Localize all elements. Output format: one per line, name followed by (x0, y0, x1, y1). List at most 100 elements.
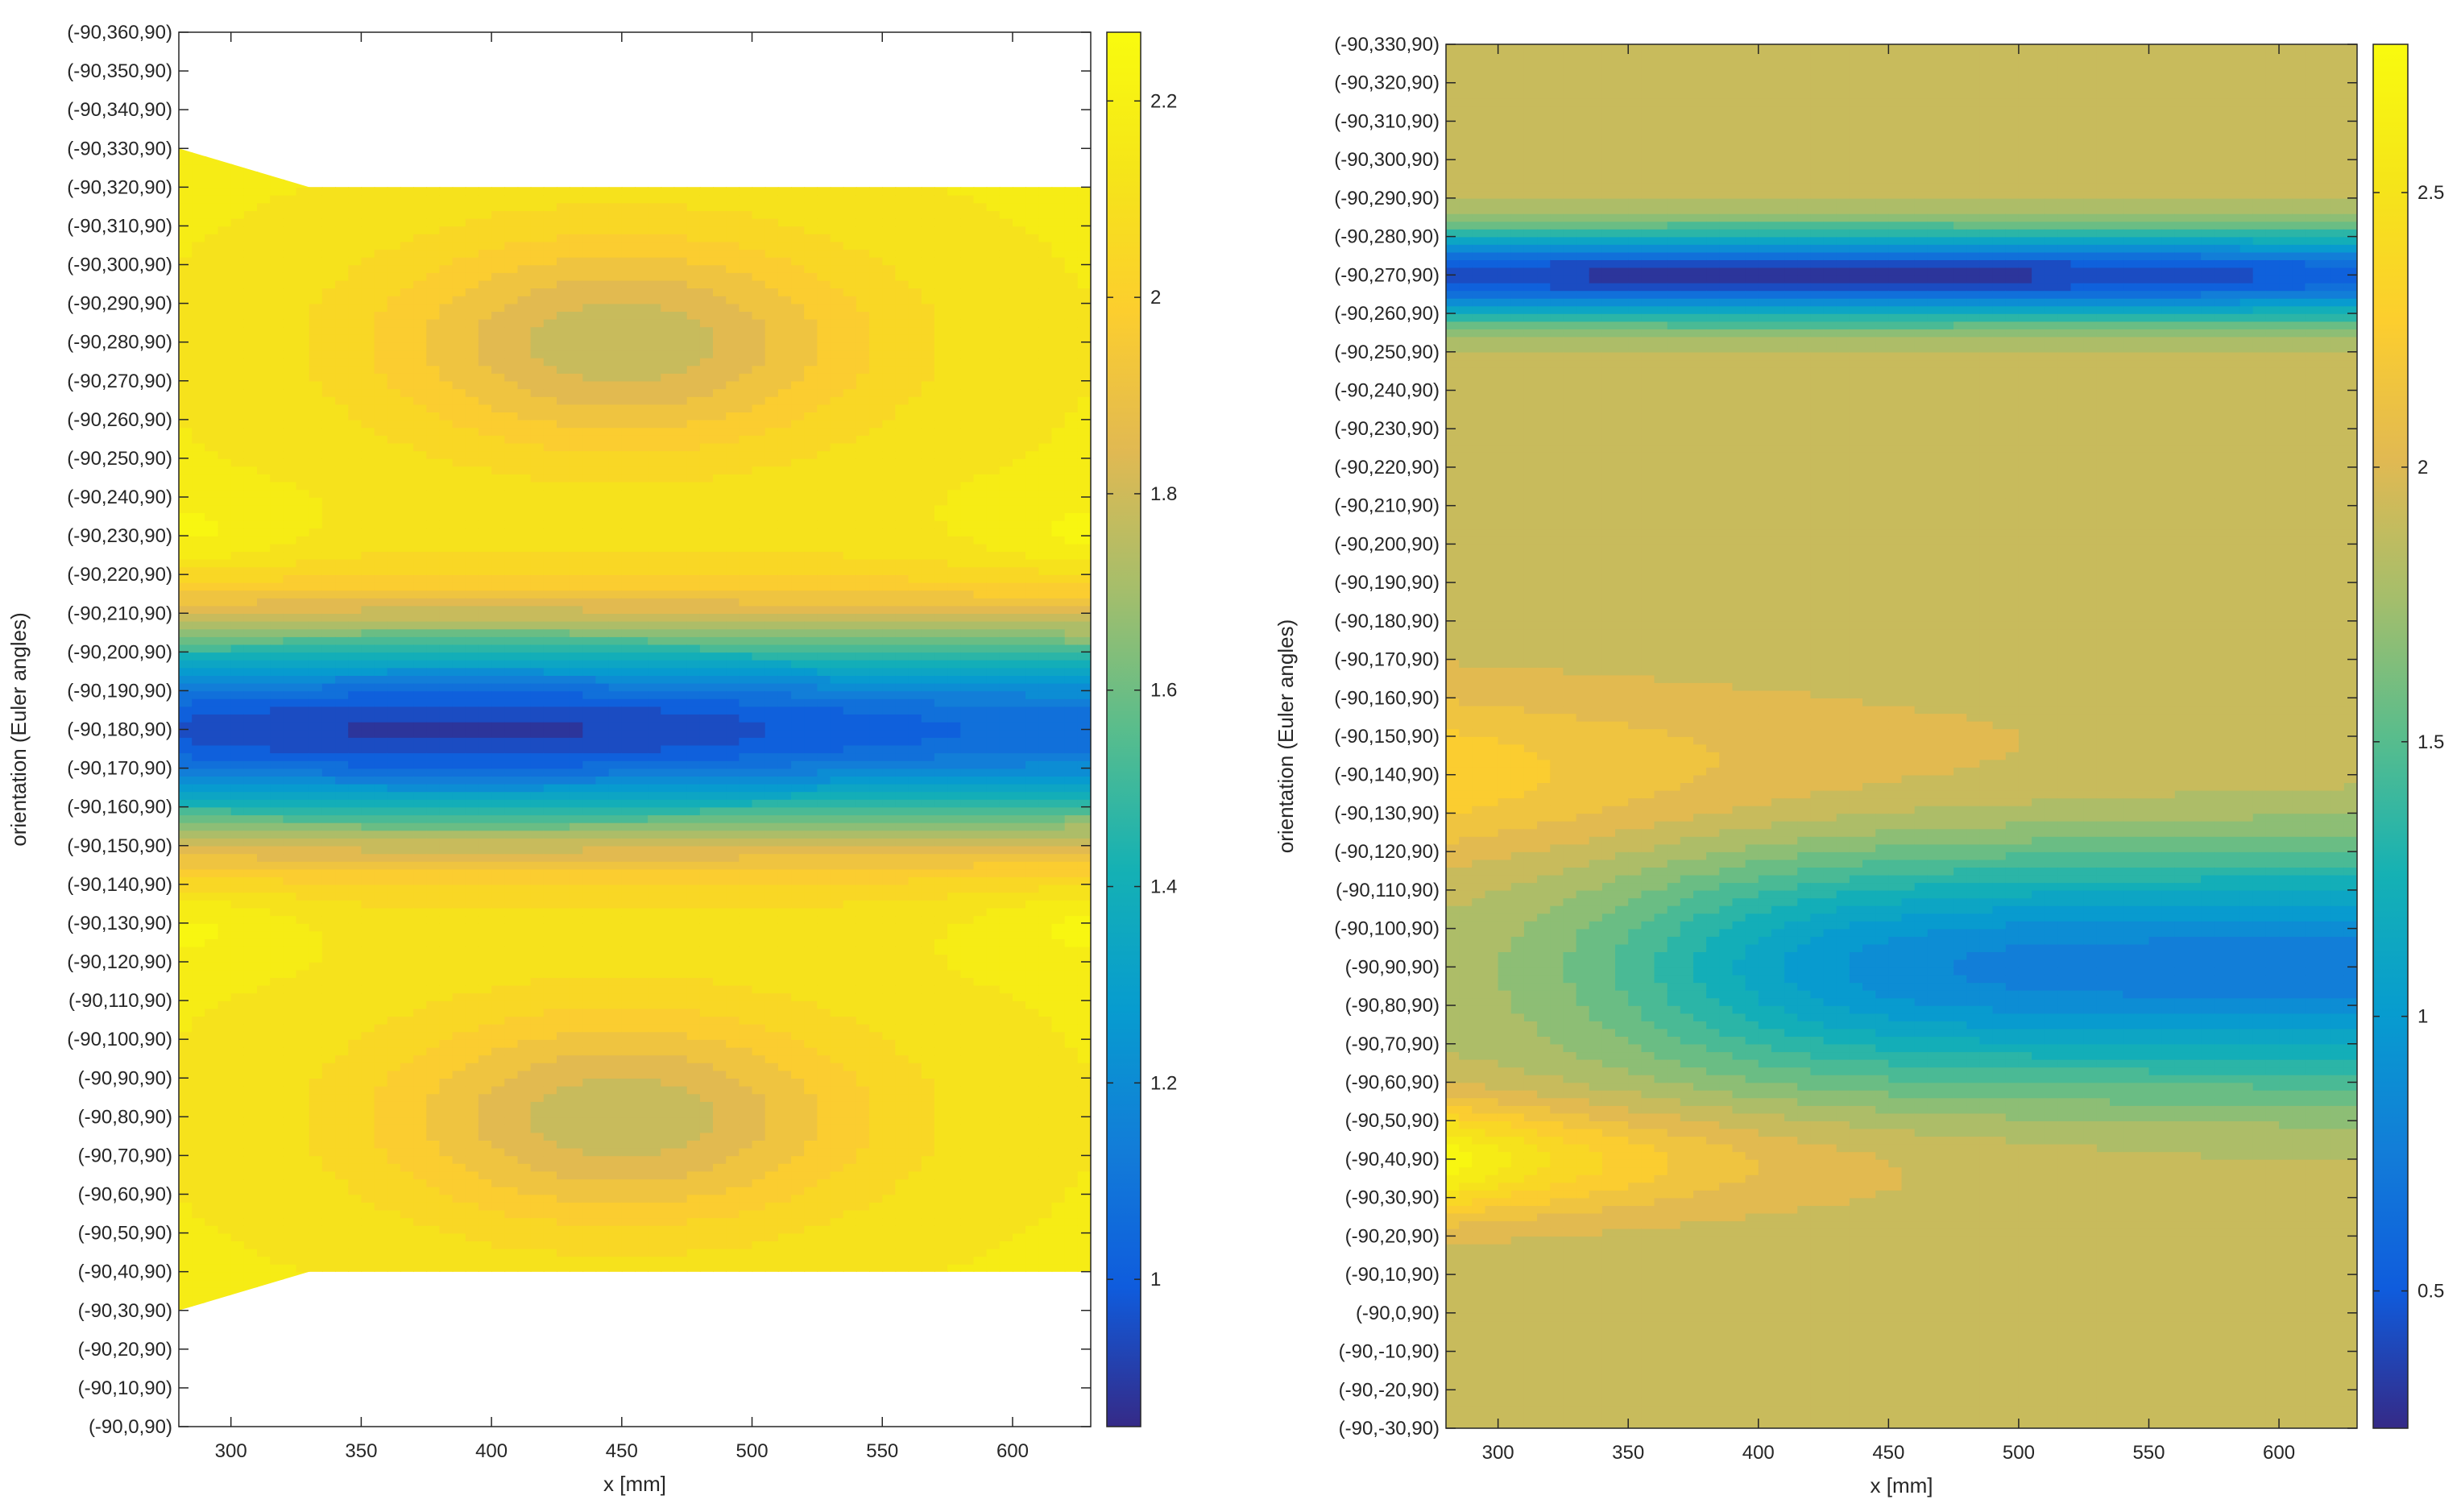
left-contour-chart: 300 350 400 450 500 550 600 (-90,0,90) (-90,10,9… (6, 22, 1177, 1496)
y-tick-label: (-90,190,90) (67, 680, 172, 702)
y-tick-label: (-90,150,90) (1334, 726, 1440, 748)
y-tick-label: (-90,110,90) (68, 990, 172, 1012)
y-tick-label: (-90,170,90) (67, 758, 172, 780)
y-tick-label: (-90,120,90) (1334, 841, 1440, 863)
colorbar-tick-label: 1.6 (1150, 680, 1177, 702)
x-tick-label: 550 (2132, 1442, 2165, 1464)
y-tick-label: (-90,310,90) (1334, 110, 1440, 132)
right-contour-chart: 300 350 400 450 500 550 600 (-90,-30,90) (-90,-2… (1274, 34, 2444, 1498)
y-tick-label: (-90,260,90) (67, 409, 172, 431)
y-tick-label: (-90,140,90) (1334, 764, 1440, 786)
colorbar-tick-label: 0.5 (2417, 1281, 2444, 1303)
x-tick-label: 500 (736, 1440, 769, 1462)
colorbar-tick-label: 1.8 (1150, 483, 1177, 505)
y-tick-label: (-90,0,90) (1356, 1303, 1440, 1324)
y-tick-label: (-90,160,90) (67, 797, 172, 818)
contour-fill (179, 148, 1091, 1311)
y-tick-label: (-90,60,90) (78, 1184, 172, 1206)
y-tick-label: (-90,40,90) (78, 1261, 172, 1283)
y-tick-label: (-90,10,90) (1345, 1264, 1440, 1286)
y-tick-label: (-90,250,90) (1334, 342, 1440, 363)
y-axis-label: orientation (Euler angles) (6, 612, 31, 847)
y-axis-label: orientation (Euler angles) (1274, 619, 1298, 854)
colorbar-tick-label: 1 (1150, 1269, 1161, 1290)
y-tick-label: (-90,120,90) (67, 951, 172, 973)
y-tick-label: (-90,40,90) (1345, 1149, 1440, 1170)
x-tick-label: 450 (606, 1440, 638, 1462)
y-tick-label: (-90,-20,90) (1339, 1379, 1440, 1401)
y-tick-label: (-90,240,90) (67, 487, 172, 508)
y-tick-label: (-90,-30,90) (1339, 1418, 1440, 1440)
colorbar-tick-label: 2.5 (2417, 182, 2444, 204)
y-tick-label: (-90,160,90) (1334, 687, 1440, 709)
y-tick-label: (-90,320,90) (67, 176, 172, 198)
x-tick-label: 300 (1482, 1442, 1514, 1464)
y-tick-label: (-90,50,90) (1345, 1110, 1440, 1132)
y-tick-label: (-90,210,90) (1334, 495, 1440, 517)
y-tick-label: (-90,360,90) (67, 22, 172, 43)
y-tick-label: (-90,70,90) (78, 1145, 172, 1166)
colorbar-tick-label: 1 (2417, 1006, 2428, 1028)
x-axis-label: x [mm] (1871, 1473, 1933, 1498)
y-tick-label: (-90,20,90) (1345, 1225, 1440, 1247)
colorbar-tick-label: 2 (1150, 287, 1161, 309)
y-tick-label: (-90,270,90) (1334, 264, 1440, 286)
y-tick-label: (-90,320,90) (1334, 72, 1440, 94)
x-tick-label: 600 (996, 1440, 1029, 1462)
x-tick-label: 400 (1742, 1442, 1775, 1464)
x-tick-label: 500 (2003, 1442, 2035, 1464)
colorbar (1106, 31, 1141, 1427)
y-tick-label: (-90,200,90) (67, 641, 172, 663)
colorbar-tick-label: 1.4 (1150, 876, 1177, 898)
y-tick-label: (-90,70,90) (1345, 1034, 1440, 1055)
y-tick-label: (-90,280,90) (67, 332, 172, 354)
y-tick-label: (-90,60,90) (1345, 1072, 1440, 1094)
y-tick-label: (-90,230,90) (67, 525, 172, 547)
colorbar-tick-label: 2 (2417, 457, 2428, 478)
colorbar (2372, 43, 2409, 1429)
y-tick-label: (-90,300,90) (1334, 149, 1440, 171)
x-tick-label: 550 (866, 1440, 898, 1462)
y-tick-label: (-90,290,90) (67, 293, 172, 315)
y-tick-label: (-90,150,90) (67, 835, 172, 857)
y-tick-label: (-90,220,90) (1334, 457, 1440, 478)
y-tick-label: (-90,300,90) (67, 255, 172, 276)
x-tick-label: 300 (215, 1440, 247, 1462)
y-tick-label: (-90,190,90) (1334, 572, 1440, 594)
y-tick-label: (-90,350,90) (67, 60, 172, 82)
y-tick-label: (-90,80,90) (1345, 995, 1440, 1017)
y-tick-label: (-90,50,90) (78, 1223, 172, 1245)
y-tick-label: (-90,90,90) (1345, 956, 1440, 978)
y-tick-label: (-90,100,90) (67, 1029, 172, 1050)
colorbar-tick-label: 1.5 (2417, 731, 2444, 753)
y-tick-label: (-90,90,90) (78, 1067, 172, 1089)
y-tick-label: (-90,110,90) (1336, 880, 1440, 901)
x-tick-label: 450 (1872, 1442, 1904, 1464)
y-tick-label: (-90,30,90) (78, 1300, 172, 1322)
contour-fill (1446, 44, 2357, 1428)
x-tick-label: 400 (475, 1440, 508, 1462)
y-tick-label: (-90,80,90) (78, 1106, 172, 1128)
y-tick-label: (-90,130,90) (1334, 802, 1440, 824)
x-tick-label: 600 (2263, 1442, 2295, 1464)
y-tick-label: (-90,0,90) (89, 1416, 172, 1438)
y-tick-label: (-90,250,90) (67, 448, 172, 470)
y-tick-label: (-90,280,90) (1334, 226, 1440, 248)
y-tick-label: (-90,220,90) (67, 564, 172, 586)
y-tick-label: (-90,260,90) (1334, 303, 1440, 325)
y-tick-label: (-90,240,90) (1334, 380, 1440, 402)
y-tick-label: (-90,170,90) (1334, 649, 1440, 671)
y-tick-label: (-90,270,90) (67, 371, 172, 392)
y-tick-label: (-90,-10,90) (1339, 1341, 1440, 1363)
y-tick-label: (-90,330,90) (1334, 34, 1440, 56)
y-tick-label: (-90,200,90) (1334, 533, 1440, 555)
colorbar-tick-label: 1.2 (1150, 1072, 1177, 1094)
y-tick-label: (-90,210,90) (67, 603, 172, 624)
y-tick-label: (-90,180,90) (1334, 611, 1440, 632)
y-tick-label: (-90,30,90) (1345, 1187, 1440, 1209)
y-tick-label: (-90,100,90) (1334, 918, 1440, 940)
y-tick-label: (-90,310,90) (67, 215, 172, 237)
x-tick-label: 350 (345, 1440, 377, 1462)
y-tick-label: (-90,140,90) (67, 874, 172, 896)
